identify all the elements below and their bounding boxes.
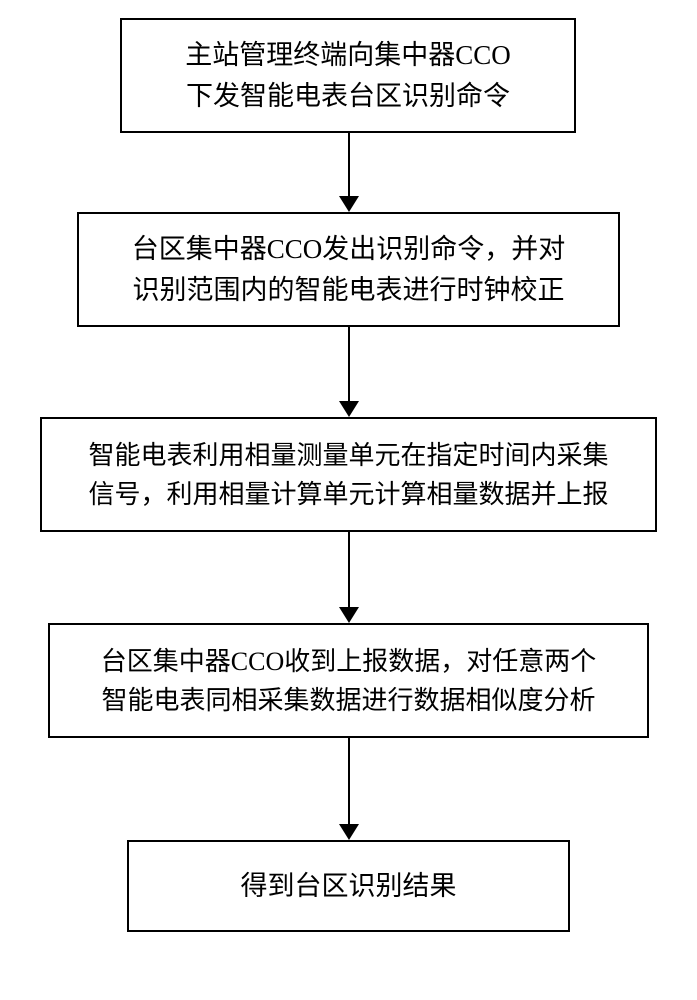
arrow-1-line (348, 133, 350, 196)
flow-box-2: 台区集中器CCO发出识别命令，并对 识别范围内的智能电表进行时钟校正 (77, 212, 620, 327)
flow-box-3-text: 智能电表利用相量测量单元在指定时间内采集 信号，利用相量计算单元计算相量数据并上… (88, 436, 608, 514)
flow-box-4-line2: 智能电表同相采集数据进行数据相似度分析 (101, 686, 595, 715)
arrow-2-line (348, 327, 350, 401)
flow-box-4-line1: 台区集中器CCO收到上报数据，对任意两个 (101, 647, 596, 676)
arrow-1-head (339, 196, 359, 212)
flow-box-3-line1: 智能电表利用相量测量单元在指定时间内采集 (88, 441, 608, 470)
flow-box-5-text: 得到台区识别结果 (241, 866, 457, 907)
arrow-3 (339, 532, 359, 623)
arrow-2 (339, 327, 359, 417)
flow-box-3-line2: 信号，利用相量计算单元计算相量数据并上报 (88, 480, 608, 509)
flow-box-1-text: 主站管理终端向集中器CCO 下发智能电表台区识别命令 (185, 35, 511, 116)
flow-box-2-line1: 台区集中器CCO发出识别命令，并对 (132, 234, 566, 264)
flow-box-3: 智能电表利用相量测量单元在指定时间内采集 信号，利用相量计算单元计算相量数据并上… (40, 417, 657, 532)
flow-box-1-line2: 下发智能电表台区识别命令 (186, 81, 510, 111)
flow-box-4: 台区集中器CCO收到上报数据，对任意两个 智能电表同相采集数据进行数据相似度分析 (48, 623, 649, 738)
arrow-2-head (339, 401, 359, 417)
flowchart-container: 主站管理终端向集中器CCO 下发智能电表台区识别命令 台区集中器CCO发出识别命… (0, 0, 697, 1000)
flow-box-4-text: 台区集中器CCO收到上报数据，对任意两个 智能电表同相采集数据进行数据相似度分析 (101, 642, 596, 720)
flow-box-5: 得到台区识别结果 (127, 840, 570, 932)
arrow-4-line (348, 738, 350, 824)
flow-box-1: 主站管理终端向集中器CCO 下发智能电表台区识别命令 (120, 18, 576, 133)
arrow-4 (339, 738, 359, 840)
arrow-3-head (339, 607, 359, 623)
arrow-3-line (348, 532, 350, 607)
flow-box-1-line1: 主站管理终端向集中器CCO (185, 40, 511, 70)
arrow-1 (339, 133, 359, 212)
flow-box-2-text: 台区集中器CCO发出识别命令，并对 识别范围内的智能电表进行时钟校正 (132, 229, 566, 310)
arrow-4-head (339, 824, 359, 840)
flow-box-2-line2: 识别范围内的智能电表进行时钟校正 (132, 275, 564, 305)
flow-box-5-line1: 得到台区识别结果 (241, 871, 457, 901)
